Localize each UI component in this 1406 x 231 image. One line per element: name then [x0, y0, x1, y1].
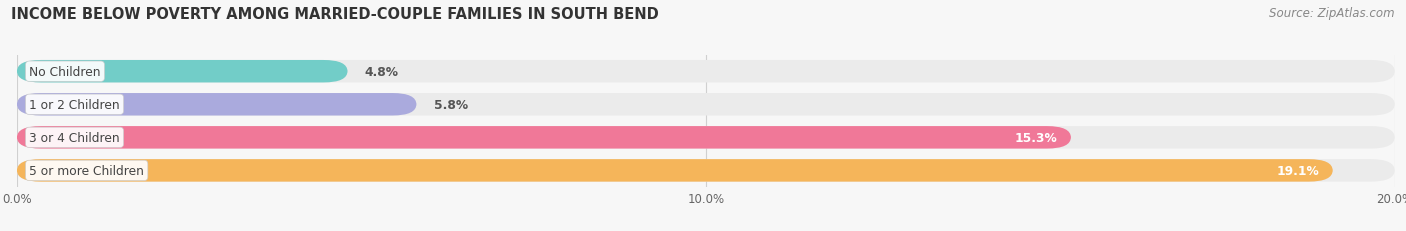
Text: No Children: No Children — [30, 65, 101, 78]
FancyBboxPatch shape — [17, 159, 1333, 182]
FancyBboxPatch shape — [17, 127, 1071, 149]
FancyBboxPatch shape — [17, 127, 1395, 149]
Text: 3 or 4 Children: 3 or 4 Children — [30, 131, 120, 144]
FancyBboxPatch shape — [17, 159, 1395, 182]
Text: 5 or more Children: 5 or more Children — [30, 164, 145, 177]
Text: 19.1%: 19.1% — [1277, 164, 1319, 177]
FancyBboxPatch shape — [17, 94, 1395, 116]
FancyBboxPatch shape — [17, 61, 347, 83]
Text: Source: ZipAtlas.com: Source: ZipAtlas.com — [1270, 7, 1395, 20]
Text: 4.8%: 4.8% — [364, 65, 399, 78]
Text: INCOME BELOW POVERTY AMONG MARRIED-COUPLE FAMILIES IN SOUTH BEND: INCOME BELOW POVERTY AMONG MARRIED-COUPL… — [11, 7, 659, 22]
FancyBboxPatch shape — [17, 61, 1395, 83]
Text: 15.3%: 15.3% — [1014, 131, 1057, 144]
Text: 1 or 2 Children: 1 or 2 Children — [30, 98, 120, 111]
FancyBboxPatch shape — [17, 94, 416, 116]
Text: 5.8%: 5.8% — [433, 98, 468, 111]
